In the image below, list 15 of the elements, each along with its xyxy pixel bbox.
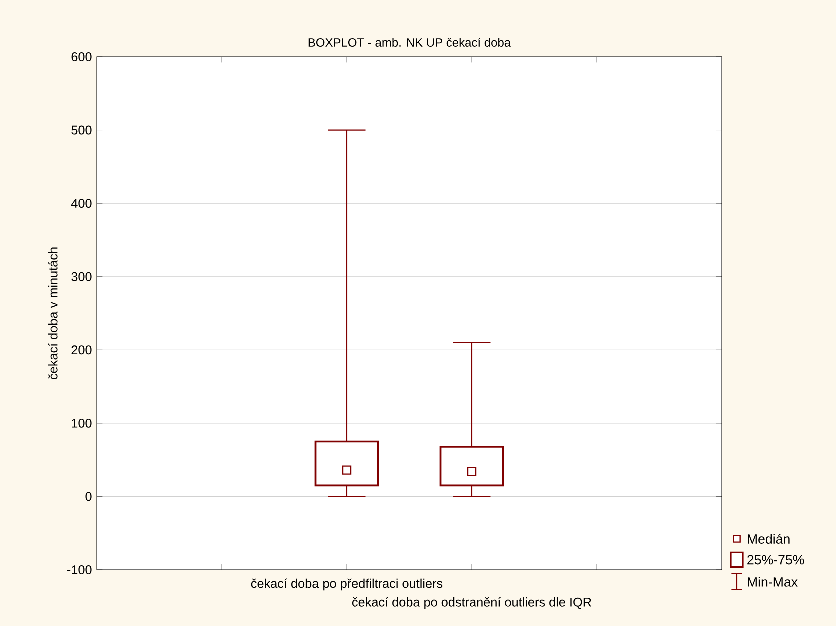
y-tick-label: 200 xyxy=(72,346,92,355)
y-tick-label: -100 xyxy=(68,566,92,574)
y-tick-label: 100 xyxy=(72,418,92,428)
y-tick-label: 300 xyxy=(72,272,92,282)
y-tick-label: 0 xyxy=(86,492,92,502)
y-axis-title: čekací doba v minutách xyxy=(48,248,58,380)
text: Medián xyxy=(748,534,790,544)
text: Min-Max xyxy=(748,577,798,587)
y-tick-label: 500 xyxy=(72,126,92,135)
x-tick-label: čekací doba po odstranění outliers dle IQR xyxy=(352,597,592,610)
x-tick-label: čekací doba po předfiltraci outliers xyxy=(251,578,443,591)
chart-title: BOXPLOT - amb. NK UP čekací doba xyxy=(308,38,512,47)
y-tick-label: 400 xyxy=(71,199,92,208)
y-tick-label: 600 xyxy=(72,52,92,62)
text: 25%-75% xyxy=(748,555,804,565)
